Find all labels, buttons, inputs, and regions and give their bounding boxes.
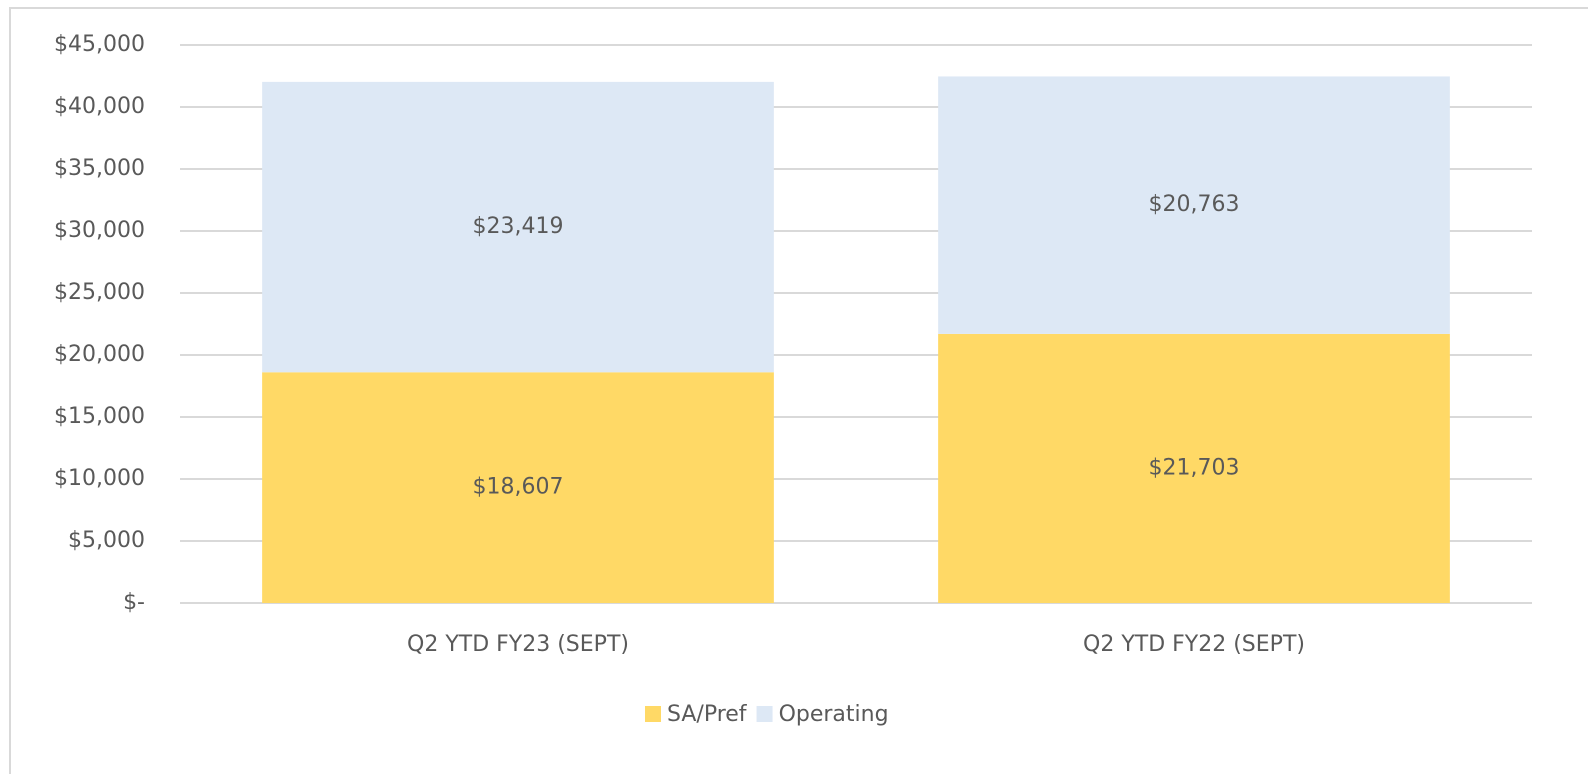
y-tick-label: $15,000 [54, 404, 145, 429]
data-label: $20,763 [1149, 192, 1240, 217]
legend-label: SA/Pref [667, 702, 748, 727]
data-label: $18,607 [473, 475, 564, 500]
data-label: $23,419 [473, 214, 564, 239]
y-tick-label: $10,000 [54, 466, 145, 491]
y-tick-label: $20,000 [54, 342, 145, 367]
bar-segment [938, 333, 1450, 603]
y-tick-label: $45,000 [54, 32, 145, 57]
x-tick-label: Q2 YTD FY22 (SEPT) [1083, 632, 1305, 657]
y-tick-label: $25,000 [54, 280, 145, 305]
legend-label: Operating [779, 702, 889, 727]
bar-segment [262, 372, 774, 603]
bar-segment [262, 81, 774, 373]
y-tick-label: $5,000 [68, 528, 145, 553]
y-tick-label: $- [123, 590, 145, 615]
legend-swatch [645, 706, 661, 722]
y-tick-label: $40,000 [54, 94, 145, 119]
bar-segment [938, 76, 1450, 334]
data-label: $21,703 [1149, 455, 1240, 480]
x-tick-label: Q2 YTD FY23 (SEPT) [407, 632, 629, 657]
legend-swatch [756, 706, 773, 722]
y-tick-label: $30,000 [54, 218, 145, 243]
y-tick-label: $35,000 [54, 156, 145, 181]
